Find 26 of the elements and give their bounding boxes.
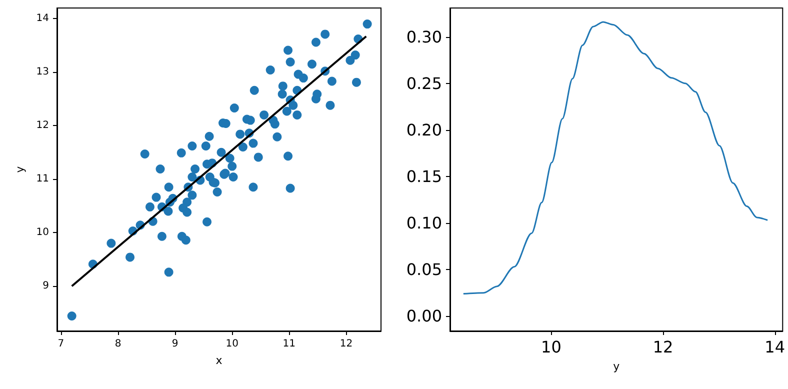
y-tick-label: 0.05 bbox=[406, 260, 442, 280]
y-axis-title: y bbox=[13, 166, 26, 173]
x-axis-title: y bbox=[613, 360, 620, 373]
y-tick-label: 9 bbox=[42, 280, 49, 292]
x-tick-label: 9 bbox=[172, 338, 178, 350]
y-tick-label: 0.20 bbox=[406, 120, 442, 140]
y-tick-label: 13 bbox=[36, 66, 49, 78]
x-tick-label: 11 bbox=[282, 338, 296, 350]
y-tick-label: 0.10 bbox=[406, 214, 442, 233]
y-tick-label: 10 bbox=[36, 227, 49, 238]
x-tick-label: 8 bbox=[114, 338, 122, 350]
y-tick-label: 14 bbox=[36, 13, 49, 24]
line-series bbox=[462, 21, 768, 295]
y-tick-label: 0.25 bbox=[406, 74, 442, 93]
x-tick-label: 7 bbox=[58, 338, 64, 350]
y-tick-label: 0.30 bbox=[406, 27, 442, 46]
x-tick-label: 10 bbox=[541, 338, 562, 356]
x-tick-label: 12 bbox=[340, 338, 353, 350]
y-tick-label: 12 bbox=[36, 120, 49, 132]
y-tick-label: 0.15 bbox=[406, 166, 442, 186]
x-tick-label: 14 bbox=[764, 338, 785, 356]
y-tick-label: 11 bbox=[36, 174, 49, 185]
x-tick-label: 12 bbox=[652, 338, 674, 356]
x-axis-title: x bbox=[216, 354, 223, 367]
y-tick-label: 0.00 bbox=[406, 306, 442, 326]
x-tick-label: 10 bbox=[226, 338, 238, 350]
